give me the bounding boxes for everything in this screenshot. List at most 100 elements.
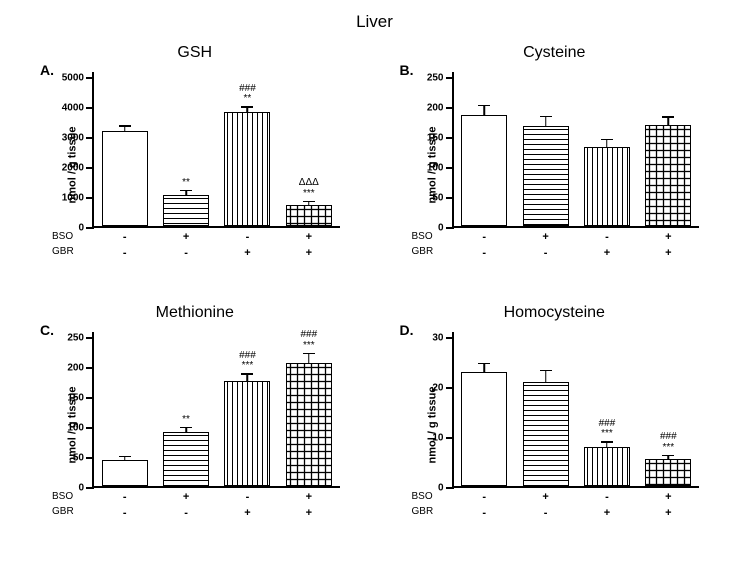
panel-letter: A. — [40, 62, 54, 78]
category-row-labels: BSOGBR — [52, 226, 74, 259]
significance-marker: ###*** — [660, 432, 677, 453]
y-axis-label: nmol / g tissue — [426, 386, 438, 463]
x-category: -- — [482, 226, 486, 262]
bar — [102, 131, 148, 226]
significance-marker: ** — [182, 178, 190, 189]
bar — [523, 126, 569, 226]
y-tick-label: 150 — [427, 133, 454, 144]
x-category: -+ — [604, 486, 610, 522]
x-category: -- — [123, 486, 127, 522]
x-category: +- — [183, 226, 189, 262]
x-category: -+ — [244, 486, 250, 522]
panel-letter: C. — [40, 322, 54, 338]
significance-marker: ###*** — [300, 330, 317, 351]
bar-group: ###*** — [224, 338, 270, 486]
panel-title: Homocysteine — [390, 304, 720, 322]
y-tick-label: 10 — [432, 433, 453, 444]
bar — [645, 125, 691, 226]
x-category: -+ — [244, 226, 250, 262]
panel-B: B.Cysteinenmol / g tissue050100150200250… — [390, 40, 720, 290]
panel-letter: B. — [400, 62, 414, 78]
bar-group: ###*** — [584, 338, 630, 486]
bar-group — [523, 338, 569, 486]
x-category: ++ — [306, 486, 312, 522]
x-category: ++ — [665, 486, 671, 522]
y-tick-label: 250 — [67, 333, 94, 344]
bar-group — [584, 78, 630, 226]
bar-group: ** — [163, 338, 209, 486]
plot-area: 0102030--+-###***-+###***++BSOGBR — [452, 338, 700, 488]
bar — [286, 363, 332, 486]
bar — [163, 432, 209, 486]
panel-title: Methionine — [30, 304, 360, 322]
bar-group — [102, 338, 148, 486]
y-tick-label: 100 — [67, 423, 94, 434]
category-row-labels: BSOGBR — [52, 486, 74, 519]
significance-marker: ###** — [239, 84, 256, 105]
y-tick-label: 0 — [438, 483, 454, 494]
plot-area: 010002000300040005000--**+-###**-+ΔΔΔ***… — [92, 78, 340, 228]
panel-A: A.GSHnmol / g tissue01000200030004000500… — [30, 40, 360, 290]
panels-grid: A.GSHnmol / g tissue01000200030004000500… — [0, 32, 749, 560]
panel-C: C.Methioninenmol / g tissue0501001502002… — [30, 300, 360, 550]
bar — [461, 115, 507, 226]
y-tick-label: 150 — [67, 393, 94, 404]
bar-group: ** — [163, 78, 209, 226]
x-category: -+ — [604, 226, 610, 262]
bar-group — [523, 78, 569, 226]
x-category: ++ — [306, 226, 312, 262]
bar — [584, 147, 630, 226]
y-tick-label: 20 — [432, 383, 453, 394]
plot-area: 050100150200250--+--+++BSOGBR — [452, 78, 700, 228]
y-tick-label: 50 — [73, 453, 94, 464]
category-row-labels: BSOGBR — [412, 226, 434, 259]
y-tick-label: 0 — [78, 483, 94, 494]
y-tick-label: 200 — [427, 103, 454, 114]
y-tick-label: 5000 — [62, 73, 94, 84]
panel-title: GSH — [30, 44, 360, 62]
y-tick-label: 2000 — [62, 163, 94, 174]
y-tick-label: 200 — [67, 363, 94, 374]
y-tick-label: 4000 — [62, 103, 94, 114]
bar-group — [645, 78, 691, 226]
x-category: +- — [183, 486, 189, 522]
bar — [523, 382, 569, 486]
bar — [584, 447, 630, 487]
x-category: +- — [542, 226, 548, 262]
significance-marker: ###*** — [599, 419, 616, 440]
panel-letter: D. — [400, 322, 414, 338]
y-tick-label: 250 — [427, 73, 454, 84]
y-tick-label: 0 — [438, 223, 454, 234]
significance-marker: ΔΔΔ*** — [299, 178, 319, 199]
y-tick-label: 1000 — [62, 193, 94, 204]
bar — [224, 112, 270, 226]
bar-group — [461, 78, 507, 226]
plot-area: 050100150200250--**+-###***-+###***++BSO… — [92, 338, 340, 488]
panel-D: D.Homocysteinenmol / g tissue0102030--+-… — [390, 300, 720, 550]
figure-title: Liver — [0, 0, 749, 32]
x-category: +- — [542, 486, 548, 522]
bar-group: ###*** — [645, 338, 691, 486]
bar-group: ΔΔΔ*** — [286, 78, 332, 226]
bar — [224, 381, 270, 486]
x-category: -- — [123, 226, 127, 262]
bar — [286, 205, 332, 226]
significance-marker: ** — [182, 415, 190, 426]
y-tick-label: 100 — [427, 163, 454, 174]
bar — [645, 459, 691, 487]
y-tick-label: 30 — [432, 333, 453, 344]
bar-group: ###*** — [286, 338, 332, 486]
significance-marker: ###*** — [239, 351, 256, 372]
y-tick-label: 50 — [432, 193, 453, 204]
y-tick-label: 0 — [78, 223, 94, 234]
x-category: -- — [482, 486, 486, 522]
bar — [163, 195, 209, 227]
category-row-labels: BSOGBR — [412, 486, 434, 519]
bar-group — [102, 78, 148, 226]
x-category: ++ — [665, 226, 671, 262]
y-tick-label: 3000 — [62, 133, 94, 144]
bar — [102, 460, 148, 486]
bar — [461, 372, 507, 486]
bar-group: ###** — [224, 78, 270, 226]
bar-group — [461, 338, 507, 486]
